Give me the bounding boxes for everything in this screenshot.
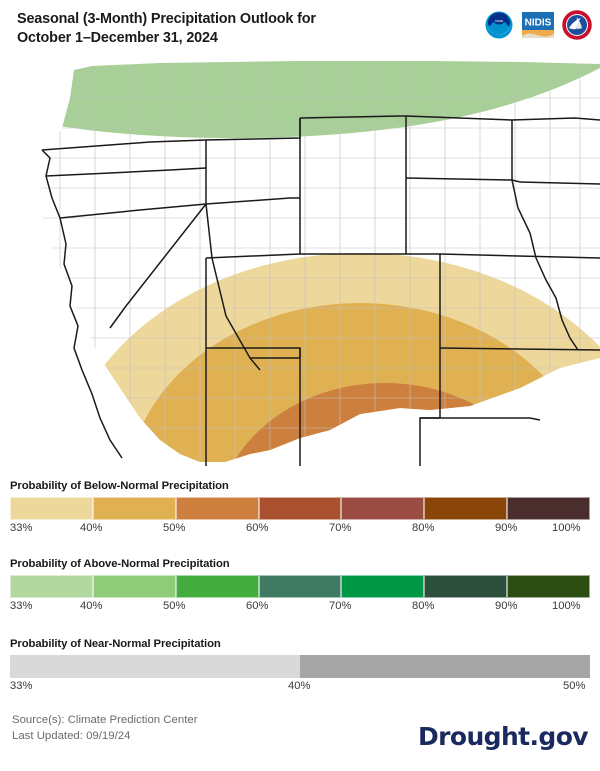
legend-swatch[interactable] (92, 575, 176, 598)
legend-tick: 40% (80, 522, 103, 534)
header: Seasonal (3-Month) Precipitation Outlook… (0, 0, 600, 58)
legend-tick: 40% (288, 680, 311, 692)
legend-above-ticks: 33% 40% 50% 60% 70% 80% 90% 100% (0, 600, 600, 616)
legend-swatch[interactable] (10, 497, 93, 520)
legend-swatch[interactable] (258, 575, 342, 598)
footer: Source(s): Climate Prediction Center Las… (0, 706, 600, 771)
legend-tick: 50% (163, 522, 186, 534)
legend-above-normal: Probability of Above-Normal Precipitatio… (0, 558, 600, 616)
drought-gov-brand[interactable]: Drought.gov (418, 722, 589, 751)
legend-tick: 100% (552, 600, 581, 612)
noaa-logo: noaa (484, 10, 514, 40)
legend-swatch[interactable] (175, 497, 259, 520)
legend-tick: 100% (552, 522, 581, 534)
outlook-map[interactable] (0, 58, 600, 466)
contour-below-40 (125, 303, 595, 462)
legend-swatch[interactable] (258, 497, 342, 520)
legend-tick: 90% (495, 522, 518, 534)
legend-tick: 33% (10, 522, 33, 534)
legend-tick: 80% (412, 600, 435, 612)
legend-swatch[interactable] (341, 497, 425, 520)
legend-tick: 33% (10, 600, 33, 612)
legend-tick: 60% (246, 600, 269, 612)
nws-logo (562, 10, 592, 40)
legend-swatch[interactable] (424, 497, 508, 520)
source-text: Source(s): Climate Prediction Center (12, 714, 198, 726)
legend-tick: 70% (329, 522, 352, 534)
legend-tick: 40% (80, 600, 103, 612)
legend-tick: 50% (163, 600, 186, 612)
legend-near-bar[interactable] (10, 655, 590, 678)
legend-swatch[interactable] (10, 575, 93, 598)
legend-near-ticks: 33% 40% 50% (0, 680, 600, 696)
legend-tick: 80% (412, 522, 435, 534)
legend-swatch[interactable] (507, 497, 591, 520)
legend-swatch[interactable] (341, 575, 425, 598)
legend-below-ticks: 33% 40% 50% 60% 70% 80% 90% 100% (0, 522, 600, 538)
legend-swatch[interactable] (10, 655, 300, 678)
legend-above-bar[interactable] (10, 575, 591, 598)
legend-below-bar[interactable] (10, 497, 591, 520)
legend-swatch[interactable] (424, 575, 508, 598)
legend-below-title: Probability of Below-Normal Precipitatio… (10, 480, 229, 492)
legend-swatch[interactable] (175, 575, 259, 598)
contour-above-33 (38, 61, 600, 139)
map-canvas (38, 61, 600, 466)
legend-near-normal: Probability of Near-Normal Precipitation… (0, 638, 600, 696)
footer-source-block: Source(s): Climate Prediction Center Las… (12, 712, 197, 744)
legend-below-normal: Probability of Below-Normal Precipitatio… (0, 480, 600, 538)
svg-text:NIDIS: NIDIS (525, 18, 552, 29)
page-title: Seasonal (3-Month) Precipitation Outlook… (17, 10, 447, 48)
nidis-logo: NIDIS (521, 10, 555, 40)
title-line-2: October 1–December 31, 2024 (17, 30, 218, 46)
state-borders (41, 115, 600, 466)
legend-swatch[interactable] (507, 575, 591, 598)
county-borders (40, 61, 600, 462)
legend-swatch[interactable] (300, 655, 590, 678)
svg-text:noaa: noaa (495, 19, 503, 23)
title-line-1: Seasonal (3-Month) Precipitation Outlook… (17, 11, 316, 27)
legend-tick: 33% (10, 680, 33, 692)
legend-near-title: Probability of Near-Normal Precipitation (10, 638, 221, 650)
legend-tick: 70% (329, 600, 352, 612)
legend-tick: 90% (495, 600, 518, 612)
legend-above-title: Probability of Above-Normal Precipitatio… (10, 558, 230, 570)
legend-tick: 50% (563, 680, 586, 692)
last-updated-text: Last Updated: 09/19/24 (12, 730, 131, 742)
logo-group: noaa NIDIS (484, 10, 592, 40)
legend-tick: 60% (246, 522, 269, 534)
legend-swatch[interactable] (92, 497, 176, 520)
